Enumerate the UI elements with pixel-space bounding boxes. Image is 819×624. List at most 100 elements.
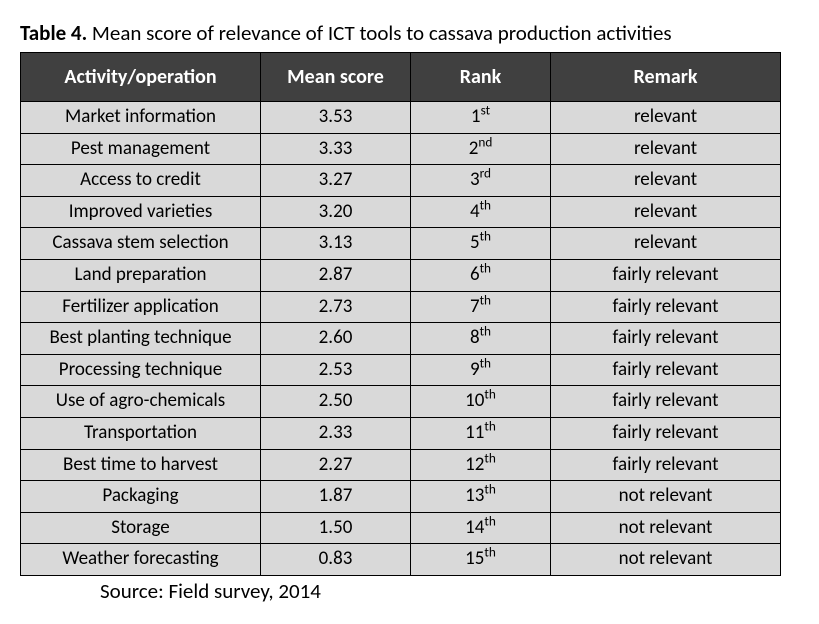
cell-activity: Weather forecasting [21, 544, 261, 576]
rank-number: 9 [470, 358, 480, 381]
cell-mean: 2.60 [261, 323, 411, 355]
cell-rank: 1st [411, 102, 551, 134]
rank-number: 6 [470, 263, 480, 286]
cell-activity: Improved varieties [21, 196, 261, 228]
header-row: Activity/operation Mean score Rank Remar… [21, 53, 781, 102]
cell-activity: Land preparation [21, 259, 261, 291]
rank-number: 2 [469, 137, 479, 160]
cell-activity: Cassava stem selection [21, 228, 261, 260]
cell-rank: 9th [411, 354, 551, 386]
cell-rank: 11th [411, 417, 551, 449]
table-region: Table 4. Mean score of relevance of ICT … [20, 20, 800, 604]
rank-number: 11 [465, 421, 484, 444]
col-header-activity: Activity/operation [21, 53, 261, 102]
rank-suffix: th [480, 260, 491, 277]
table-row: Packaging1.8713thnot relevant [21, 481, 781, 513]
table-body: Market information3.531strelevantPest ma… [21, 102, 781, 576]
caption-prefix: Table 4. [20, 20, 87, 46]
table-row: Fertilizer application2.737thfairly rele… [21, 291, 781, 323]
cell-remark: fairly relevant [551, 449, 781, 481]
cell-activity: Processing technique [21, 354, 261, 386]
rank-number: 10 [465, 389, 484, 412]
cell-activity: Packaging [21, 481, 261, 513]
cell-remark: fairly relevant [551, 354, 781, 386]
table-row: Storage1.5014thnot relevant [21, 512, 781, 544]
col-header-remark: Remark [551, 53, 781, 102]
table-row: Processing technique2.539thfairly releva… [21, 354, 781, 386]
rank-number: 5 [470, 231, 480, 254]
cell-mean: 3.27 [261, 165, 411, 197]
rank-number: 14 [465, 516, 484, 539]
source-note: Source: Field survey, 2014 [20, 578, 800, 604]
table-row: Improved varieties3.204threlevant [21, 196, 781, 228]
cell-activity: Best time to harvest [21, 449, 261, 481]
cell-mean: 3.20 [261, 196, 411, 228]
table-row: Weather forecasting0.8315thnot relevant [21, 544, 781, 576]
table-row: Pest management3.332ndrelevant [21, 133, 781, 165]
cell-remark: not relevant [551, 481, 781, 513]
cell-activity: Market information [21, 102, 261, 134]
table-row: Best planting technique2.608thfairly rel… [21, 323, 781, 355]
rank-number: 4 [470, 200, 480, 223]
rank-suffix: rd [480, 165, 491, 182]
rank-suffix: th [480, 354, 491, 371]
table-row: Use of agro-chemicals2.5010thfairly rele… [21, 386, 781, 418]
cell-activity: Use of agro-chemicals [21, 386, 261, 418]
cell-mean: 2.27 [261, 449, 411, 481]
cell-remark: fairly relevant [551, 291, 781, 323]
rank-suffix: th [484, 544, 495, 561]
caption-text: Mean score of relevance of ICT tools to … [87, 20, 671, 46]
cell-rank: 13th [411, 481, 551, 513]
col-header-rank: Rank [411, 53, 551, 102]
cell-rank: 15th [411, 544, 551, 576]
rank-number: 3 [470, 168, 480, 191]
rank-suffix: th [480, 291, 491, 308]
table-row: Market information3.531strelevant [21, 102, 781, 134]
cell-rank: 4th [411, 196, 551, 228]
rank-number: 15 [465, 547, 484, 570]
cell-rank: 12th [411, 449, 551, 481]
cell-mean: 2.87 [261, 259, 411, 291]
cell-remark: fairly relevant [551, 259, 781, 291]
table-caption: Table 4. Mean score of relevance of ICT … [20, 20, 800, 46]
cell-mean: 3.53 [261, 102, 411, 134]
cell-activity: Fertilizer application [21, 291, 261, 323]
cell-rank: 6th [411, 259, 551, 291]
cell-mean: 3.13 [261, 228, 411, 260]
rank-suffix: th [484, 512, 495, 529]
rank-suffix: th [484, 418, 495, 435]
rank-suffix: th [480, 196, 491, 213]
cell-remark: relevant [551, 165, 781, 197]
cell-remark: relevant [551, 196, 781, 228]
rank-suffix: nd [478, 133, 492, 150]
cell-rank: 2nd [411, 133, 551, 165]
cell-rank: 7th [411, 291, 551, 323]
table-row: Land preparation2.876thfairly relevant [21, 259, 781, 291]
table-row: Cassava stem selection3.135threlevant [21, 228, 781, 260]
cell-activity: Storage [21, 512, 261, 544]
table-row: Best time to harvest2.2712thfairly relev… [21, 449, 781, 481]
cell-remark: relevant [551, 133, 781, 165]
cell-remark: not relevant [551, 544, 781, 576]
table-row: Access to credit3.273rdrelevant [21, 165, 781, 197]
rank-number: 13 [465, 484, 484, 507]
rank-suffix: th [480, 323, 491, 340]
cell-rank: 8th [411, 323, 551, 355]
cell-mean: 1.50 [261, 512, 411, 544]
cell-remark: not relevant [551, 512, 781, 544]
cell-remark: fairly relevant [551, 323, 781, 355]
rank-number: 12 [465, 453, 484, 476]
cell-rank: 10th [411, 386, 551, 418]
cell-rank: 3rd [411, 165, 551, 197]
cell-mean: 2.73 [261, 291, 411, 323]
cell-mean: 0.83 [261, 544, 411, 576]
cell-mean: 2.53 [261, 354, 411, 386]
cell-remark: relevant [551, 102, 781, 134]
col-header-mean: Mean score [261, 53, 411, 102]
cell-mean: 1.87 [261, 481, 411, 513]
cell-rank: 14th [411, 512, 551, 544]
rank-number: 8 [470, 326, 480, 349]
cell-activity: Best planting technique [21, 323, 261, 355]
rank-number: 1 [471, 105, 481, 128]
rank-suffix: st [481, 102, 491, 119]
